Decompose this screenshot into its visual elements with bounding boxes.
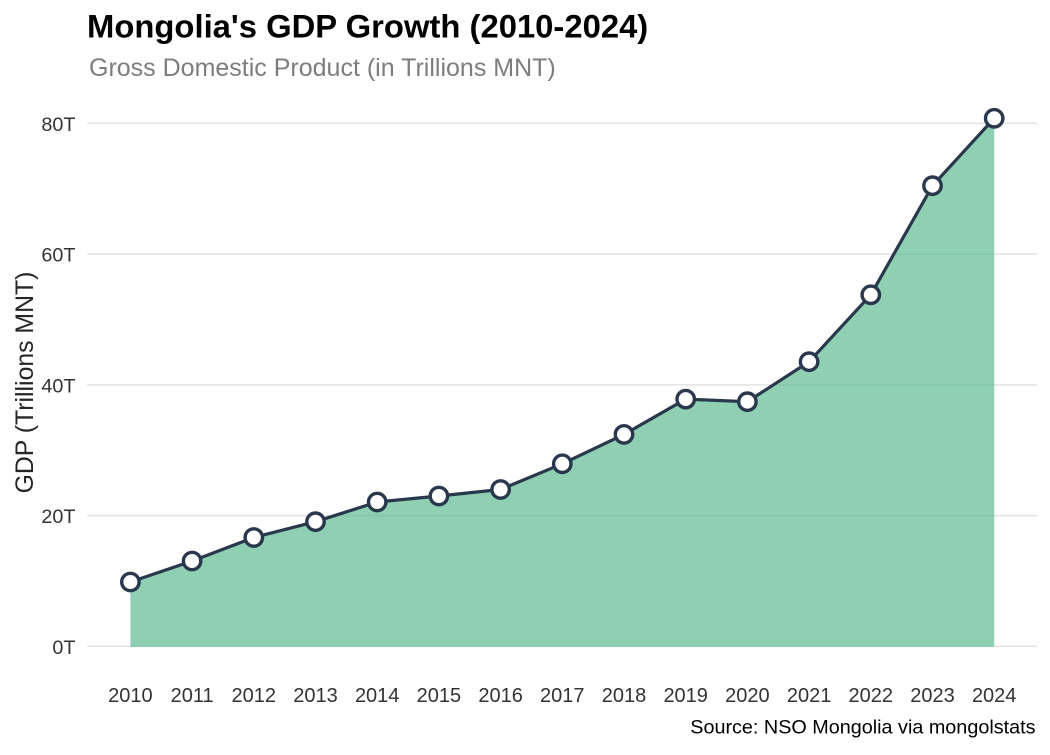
svg-text:2014: 2014 xyxy=(355,685,400,707)
svg-text:2012: 2012 xyxy=(232,685,277,707)
svg-text:Source: NSO Mongolia via mongo: Source: NSO Mongolia via mongolstats xyxy=(690,717,1035,739)
svg-text:Gross Domestic Product (in Tri: Gross Domestic Product (in Trillions MNT… xyxy=(89,54,556,82)
svg-text:2019: 2019 xyxy=(663,685,708,707)
svg-text:2022: 2022 xyxy=(849,685,894,707)
svg-text:2010: 2010 xyxy=(108,685,153,707)
svg-text:2013: 2013 xyxy=(293,685,338,707)
svg-text:2016: 2016 xyxy=(478,685,523,707)
svg-text:Mongolia's GDP Growth (2010-20: Mongolia's GDP Growth (2010-2024) xyxy=(87,8,648,45)
svg-text:2023: 2023 xyxy=(910,685,955,707)
svg-text:20T: 20T xyxy=(41,506,75,528)
svg-text:2024: 2024 xyxy=(972,685,1017,707)
svg-text:60T: 60T xyxy=(41,245,75,267)
svg-text:2020: 2020 xyxy=(725,685,770,707)
svg-text:80T: 80T xyxy=(41,114,75,136)
svg-text:2017: 2017 xyxy=(540,685,585,707)
svg-text:2015: 2015 xyxy=(417,685,462,707)
svg-text:2011: 2011 xyxy=(171,685,214,707)
svg-text:2018: 2018 xyxy=(602,685,647,707)
svg-text:0T: 0T xyxy=(52,637,75,659)
svg-text:2021: 2021 xyxy=(787,685,832,707)
svg-text:40T: 40T xyxy=(41,375,75,397)
svg-text:GDP (Trillions MNT): GDP (Trillions MNT) xyxy=(12,272,39,494)
